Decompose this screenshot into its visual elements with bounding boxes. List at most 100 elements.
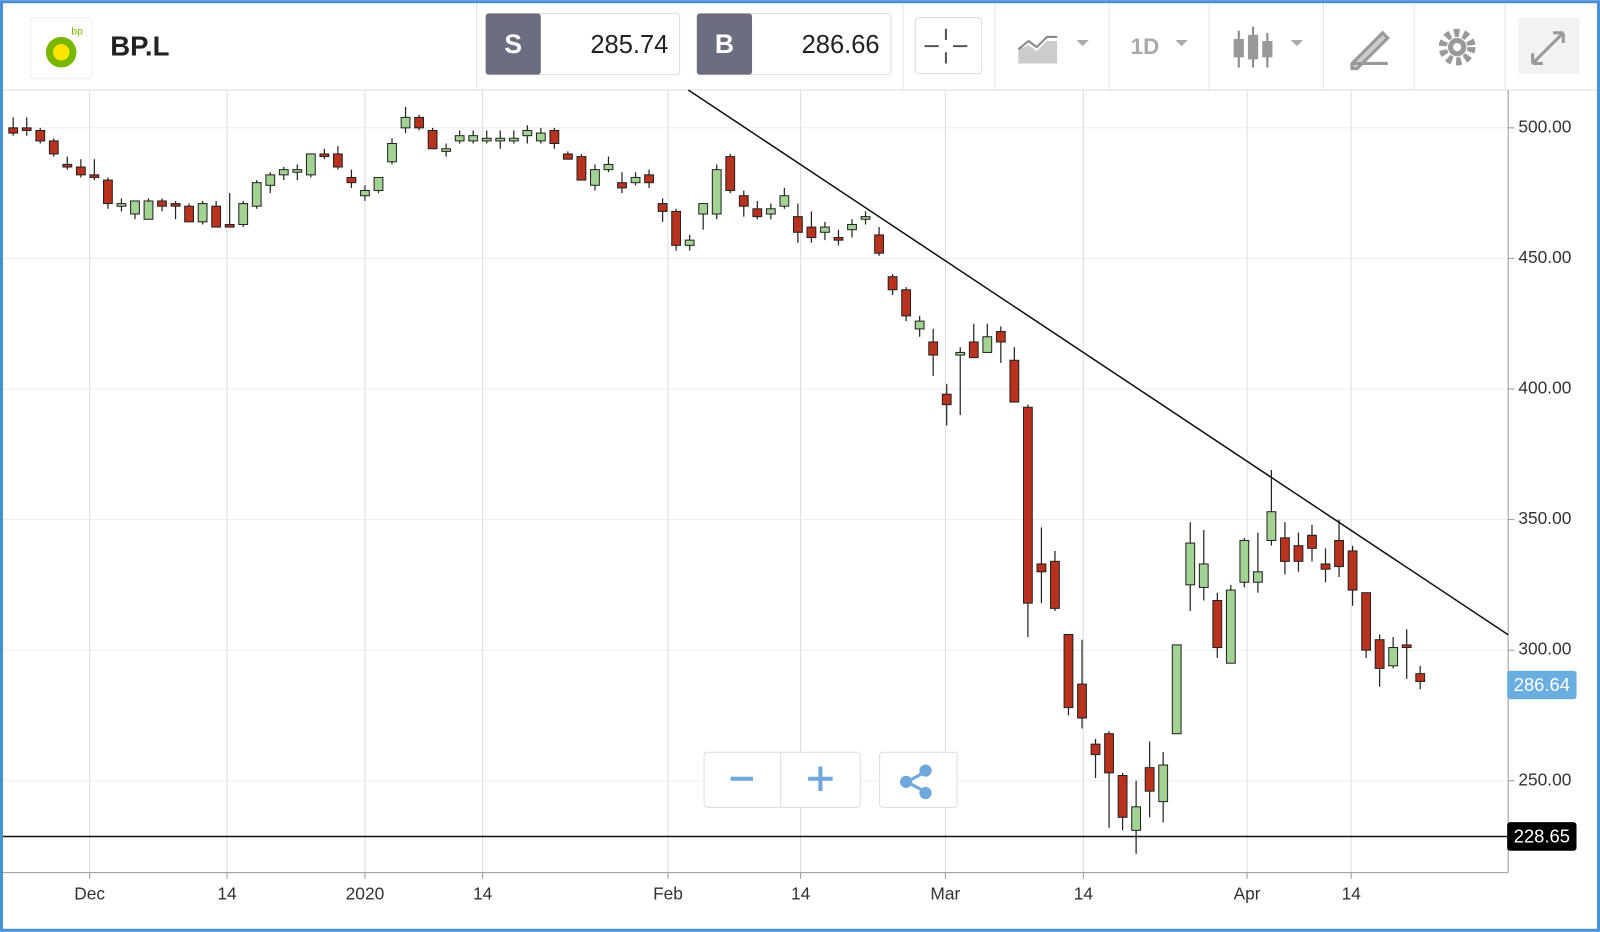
candle-body — [847, 223, 857, 231]
y-tick-label: 400.00 — [1518, 378, 1571, 398]
zoom-controls — [703, 751, 958, 808]
zoom-in[interactable] — [808, 766, 833, 791]
candle-body — [1171, 644, 1182, 735]
candle-body — [901, 289, 912, 317]
crosshair-button[interactable] — [914, 17, 983, 75]
y-tick-label: 500.00 — [1518, 116, 1571, 136]
candle-body — [184, 205, 194, 223]
draw-tool-icon[interactable] — [1350, 30, 1390, 71]
candle-body — [508, 137, 519, 142]
candle-body — [360, 190, 370, 197]
candle-body — [1361, 592, 1372, 651]
candle-body — [1185, 542, 1196, 586]
chart-type-button[interactable] — [1017, 35, 1089, 64]
candle-body — [1388, 647, 1399, 667]
candle-body — [535, 132, 546, 142]
symbol: BP.L — [110, 30, 169, 61]
candle-style-button[interactable] — [1233, 26, 1304, 68]
share-dot — [919, 764, 932, 777]
candle-body — [1050, 560, 1060, 609]
candle-body — [955, 351, 966, 356]
candle-body — [711, 169, 722, 215]
candle-body — [427, 129, 438, 150]
candle-body — [820, 226, 830, 233]
candle-body — [1266, 511, 1277, 541]
x-tick-label: 14 — [1074, 884, 1094, 904]
candle-body — [765, 208, 776, 215]
plot: 250.00 300.00 350.00 400.00 450.00 500.00 Dec 1… — [3, 89, 1577, 904]
candle-body — [1225, 589, 1236, 664]
candle-body — [130, 200, 140, 215]
settings-icon[interactable] — [1438, 28, 1476, 66]
candle-body — [265, 174, 276, 186]
candle-icon — [1262, 41, 1273, 58]
candle-body — [1401, 644, 1412, 649]
trendline — [687, 89, 1509, 636]
interval[interactable]: 1D — [1131, 34, 1160, 59]
candle-body — [1307, 534, 1317, 549]
candle-body — [995, 331, 1006, 343]
candle-body — [319, 153, 330, 158]
candle-body — [292, 169, 303, 173]
candle-body — [251, 182, 262, 207]
candle-body — [21, 127, 32, 131]
candle-body — [874, 234, 884, 254]
sell-price: 285.74 — [590, 31, 668, 59]
candle-body — [346, 176, 357, 184]
zoom-box — [703, 751, 861, 808]
candle-body — [35, 129, 46, 142]
buy-price: 286.66 — [802, 31, 880, 59]
candle-body — [914, 320, 925, 330]
candle-body — [1239, 539, 1250, 583]
candle-body — [1252, 571, 1263, 583]
candle-body — [1415, 673, 1426, 682]
candle-body — [468, 135, 479, 142]
sell-label: S — [504, 29, 522, 59]
candle-body — [968, 341, 979, 359]
candle-body — [698, 203, 709, 215]
x-tick-label: 14 — [217, 884, 237, 904]
candle-body — [481, 137, 492, 142]
dropdown-arrow — [1175, 39, 1188, 47]
candle-body — [1374, 639, 1385, 669]
candle-body — [238, 203, 249, 225]
candle-body — [332, 153, 343, 168]
candle-body — [1131, 806, 1142, 831]
current-price-label: 286.64 — [1514, 674, 1570, 695]
candle-body — [644, 174, 654, 184]
share-dot — [900, 775, 913, 788]
candle-body — [1063, 633, 1074, 709]
candle-body — [1022, 406, 1033, 604]
candle-body — [738, 195, 749, 207]
candle-body — [806, 226, 817, 239]
logo-text: bp — [71, 27, 83, 38]
candle-body — [887, 276, 898, 291]
candle-body — [617, 182, 627, 189]
support-label-box — [1507, 822, 1577, 851]
candle-body — [603, 163, 614, 171]
x-tick-label: Feb — [653, 884, 683, 904]
candle-body — [116, 203, 127, 207]
candle-body — [1158, 764, 1169, 803]
x-tick-label: Dec — [74, 884, 105, 904]
candle-body — [725, 156, 736, 192]
candle-body — [454, 135, 465, 142]
candle-body — [982, 336, 993, 353]
candle-body — [630, 176, 641, 184]
candle-body — [1198, 563, 1209, 588]
dropdown-arrow — [1076, 39, 1089, 47]
candle-body — [1347, 550, 1358, 591]
candle-body — [928, 341, 939, 356]
fullscreen-icon — [1531, 31, 1565, 65]
share-button[interactable] — [879, 751, 958, 808]
candle-body — [224, 223, 235, 228]
x-tick-label: 2020 — [346, 884, 385, 904]
y-tick-label: 450.00 — [1518, 247, 1571, 267]
candle-body — [1036, 563, 1047, 573]
candle-body — [1280, 537, 1290, 562]
candle-body — [441, 148, 452, 152]
area-icon — [1018, 41, 1058, 64]
candle-body — [373, 176, 384, 192]
